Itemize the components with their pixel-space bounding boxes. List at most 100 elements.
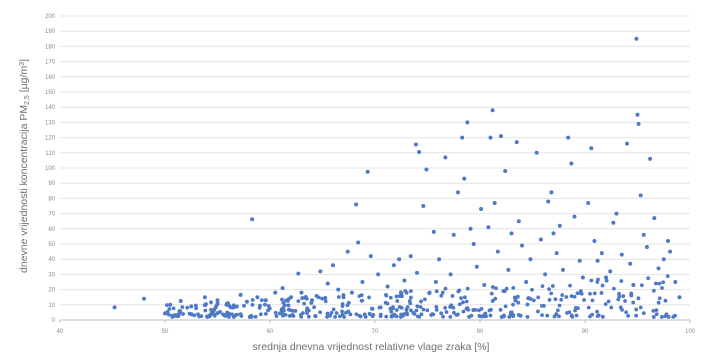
data-point-dense — [408, 289, 413, 294]
data-point-dense — [180, 305, 185, 310]
data-point — [628, 261, 633, 266]
data-point-dense — [194, 306, 199, 311]
data-point — [551, 231, 556, 236]
y-tick-label: 130 — [45, 120, 56, 126]
y-tick-label: 90 — [48, 181, 55, 187]
y-axis-title-superscript: 3 — [19, 62, 26, 66]
data-point-dense — [595, 309, 599, 314]
y-tick-label: 150 — [45, 90, 56, 96]
data-point-dense — [258, 303, 262, 308]
data-point — [474, 264, 479, 269]
data-point-dense — [384, 314, 389, 319]
data-point-dense — [641, 311, 646, 316]
data-point-dense — [176, 313, 181, 318]
data-point — [656, 266, 661, 271]
data-point-dense — [333, 314, 337, 319]
gridlines — [60, 15, 690, 306]
data-point — [354, 202, 359, 207]
data-point — [178, 299, 183, 303]
data-point — [189, 304, 194, 309]
data-point-dense — [654, 312, 659, 316]
data-point-dense — [262, 302, 267, 307]
data-point-dense — [619, 279, 624, 283]
data-point — [638, 193, 643, 198]
data-point — [437, 257, 442, 262]
data-point — [413, 142, 418, 147]
data-point-dense — [336, 295, 341, 299]
data-point-dense — [540, 284, 545, 289]
data-point-dense — [459, 296, 463, 301]
data-point-dense — [286, 307, 291, 312]
data-point-dense — [588, 291, 592, 296]
data-point-dense — [511, 285, 516, 290]
y-tick-label: 190 — [45, 29, 56, 35]
data-point — [577, 258, 582, 263]
data-points — [112, 36, 682, 319]
data-point-dense — [274, 314, 279, 319]
data-point-dense — [501, 289, 506, 293]
data-point — [534, 150, 539, 155]
data-point-dense — [599, 291, 604, 295]
data-point-dense — [490, 299, 495, 303]
data-point-dense — [671, 315, 676, 319]
data-point — [604, 275, 608, 280]
data-point-dense — [216, 310, 221, 315]
data-point-dense — [651, 288, 656, 293]
data-point — [471, 242, 476, 246]
data-point — [652, 216, 657, 221]
data-point — [460, 135, 465, 140]
data-point-dense — [306, 314, 311, 319]
data-point — [112, 305, 117, 310]
data-point-dense — [620, 307, 624, 312]
data-point-dense — [471, 308, 476, 312]
data-point-dense — [461, 300, 465, 305]
data-point-dense — [443, 305, 448, 310]
data-point — [648, 156, 653, 161]
data-point-dense — [595, 314, 600, 319]
data-point-dense — [193, 303, 198, 308]
data-point-dense — [507, 315, 512, 319]
data-point-dense — [541, 303, 546, 308]
data-point — [506, 267, 511, 272]
data-point-dense — [309, 301, 314, 305]
data-point-dense — [425, 308, 430, 313]
data-point-dense — [411, 310, 416, 315]
data-point-dense — [399, 312, 404, 317]
x-tick-label: 80 — [477, 329, 484, 335]
data-point-dense — [399, 291, 404, 296]
data-point-dense — [367, 295, 371, 300]
x-tick-label: 70 — [372, 329, 379, 335]
data-point-dense — [323, 296, 328, 300]
data-point-dense — [540, 313, 544, 318]
data-point-dense — [462, 295, 467, 300]
data-point-dense — [405, 311, 409, 316]
data-point-dense — [528, 297, 533, 301]
data-point — [589, 146, 594, 151]
data-point-dense — [189, 312, 194, 317]
data-point-dense — [181, 312, 185, 316]
data-point-dense — [564, 295, 569, 299]
y-tick-labels: 0 10 20 30 40 50 60 70 80 90 100 110 120 130 140 150 160… — [45, 14, 56, 324]
data-point — [168, 302, 173, 307]
data-point-dense — [663, 298, 668, 303]
data-point-dense — [547, 297, 552, 302]
data-point-dense — [448, 314, 453, 319]
data-point-dense — [331, 307, 336, 312]
data-point-dense — [573, 306, 578, 310]
data-point-dense — [205, 314, 209, 319]
y-axis-title-main: dnevne vrijednosti koncentracija PM — [18, 105, 30, 273]
data-point-dense — [362, 312, 367, 317]
data-point — [345, 249, 350, 254]
data-point-dense — [388, 295, 393, 300]
data-point — [365, 169, 370, 174]
y-tick-label: 200 — [45, 14, 56, 20]
data-point — [625, 141, 629, 146]
data-point-dense — [415, 314, 420, 319]
data-point-dense — [569, 294, 574, 299]
data-point-dense — [588, 314, 592, 319]
data-point — [592, 238, 597, 243]
data-point — [665, 238, 670, 243]
data-point-dense — [212, 312, 217, 317]
y-tick-label: 60 — [48, 227, 55, 233]
data-point-dense — [384, 292, 388, 297]
